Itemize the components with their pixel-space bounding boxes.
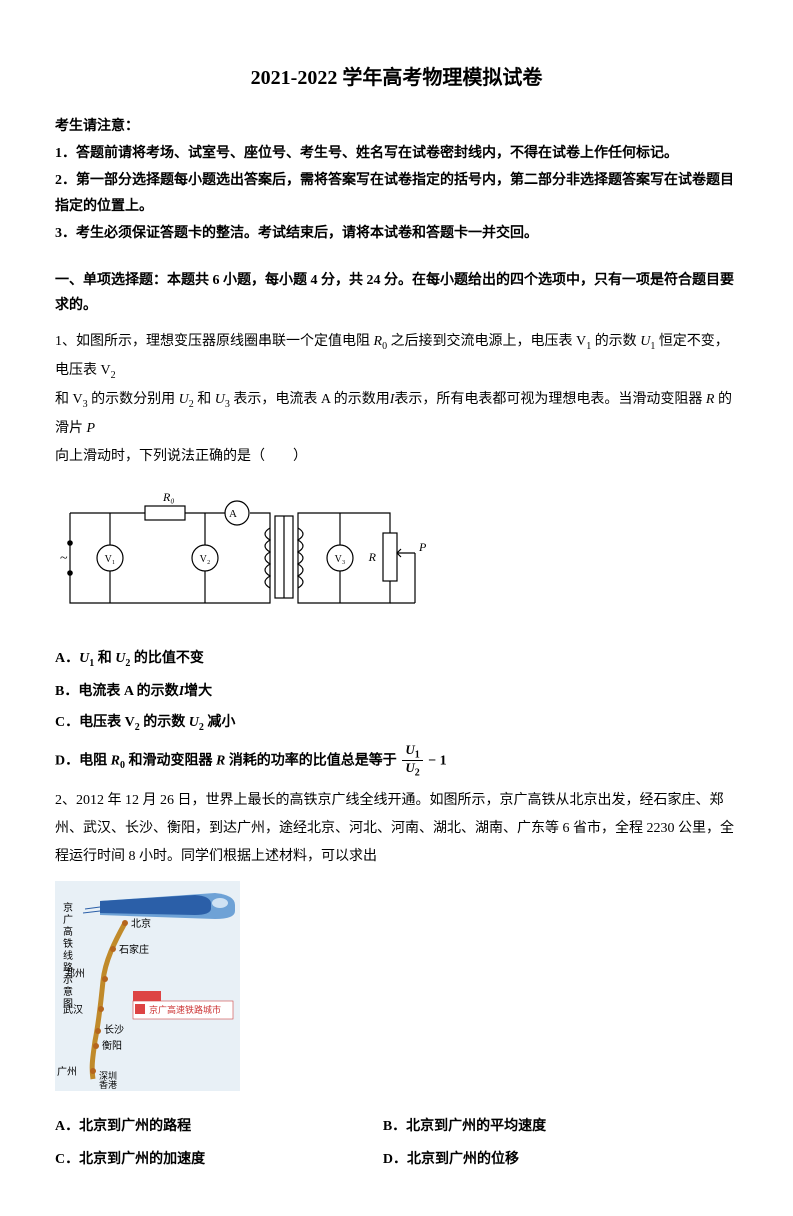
notice-item-2: 2．第一部分选择题每小题选出答案后，需将答案写在试卷指定的括号内，第二部分非选择…: [55, 168, 738, 218]
q1-U2: U: [179, 392, 189, 407]
circuit-svg: R₀ A V₁ V₂ V₃ R P ~: [55, 483, 445, 623]
q1-option-B: B．电流表 A 的示数I增大: [55, 679, 738, 704]
q1-P: P: [87, 421, 96, 436]
q1-U3: U: [215, 392, 225, 407]
circuit-label-V1: V₁: [105, 554, 116, 565]
q1D-frac-num: U1: [402, 743, 422, 762]
q1-option-C: C．电压表 V2 的示数 U2 减小: [55, 710, 738, 737]
notice-head: 考生请注意：: [55, 114, 738, 139]
q1D-frac-den: U2: [402, 761, 422, 779]
q1C-c: 减小: [204, 715, 236, 730]
notice-item-3: 3．考生必须保证答题卡的整洁。考试结束后，请将本试卷和答题卡一并交回。: [55, 221, 738, 246]
q1-text: 1、如图所示，理想变压器原线圈串联一个定值电阻: [55, 334, 374, 349]
map-side-3: 高: [63, 925, 73, 938]
question-2-stem: 2、2012 年 12 月 26 日，世界上最长的高铁京广线全线开通。如图所示，…: [55, 787, 738, 871]
q1-R0: R: [374, 334, 383, 349]
q1D-c: 消耗的功率的比值总是等于: [225, 753, 400, 768]
circuit-label-tilde: ~: [60, 551, 68, 566]
q1-U1: U: [640, 334, 650, 349]
notice-item-1: 1．答题前请将考场、试室号、座位号、考生号、姓名写在试卷密封线内，不得在试卷上作…: [55, 141, 738, 166]
q1D-a: D．电阻: [55, 753, 111, 768]
map-side-8: 意: [63, 985, 73, 998]
q2-options: A．北京到广州的路程 B．北京到广州的平均速度 C．北京到广州的加速度 D．北京…: [55, 1110, 738, 1176]
circuit-label-V3: V₃: [335, 554, 346, 565]
q1B-b: 增大: [184, 684, 212, 699]
q2-option-D: D．北京到广州的位移: [383, 1147, 711, 1172]
map-side-5: 线: [63, 949, 73, 962]
city-hengyang: 衡阳: [102, 1040, 122, 1052]
map-side-2: 广: [63, 914, 73, 926]
city-wuhan: 武汉: [63, 1003, 83, 1016]
q1D-R0: R: [111, 753, 120, 768]
city-zhengzhou: 郑州: [65, 967, 85, 980]
q1-text-e: 和 V: [55, 392, 83, 407]
q1C-b: 的示数: [140, 715, 189, 730]
circuit-label-A: A: [229, 508, 237, 520]
q1-text-c: 的示数: [591, 334, 640, 349]
q1-option-A: A．U1 和 U2 的比值不变: [55, 646, 738, 673]
q2-map-diagram: 京 广 高 铁 线 路 示 意 图 北京 石家庄 郑州 武汉 长沙 衡阳 广州 …: [55, 881, 738, 1100]
q1A-U2: U: [115, 651, 125, 666]
q1-circuit-diagram: R₀ A V₁ V₂ V₃ R P ~: [55, 483, 738, 632]
q1-text-k: 向上滑动时，下列说法正确的是（ ）: [55, 449, 307, 464]
q1-text-h: 表示，电流表 A 的示数用: [230, 392, 390, 407]
q1A-c: 的比值不变: [130, 651, 204, 666]
section1-heading: 一、单项选择题：本题共 6 小题，每小题 4 分，共 24 分。在每小题给出的四…: [55, 268, 738, 318]
q1A-b: 和: [94, 651, 115, 666]
notice-block: 考生请注意： 1．答题前请将考场、试室号、座位号、考生号、姓名写在试卷密封线内，…: [55, 114, 738, 246]
city-guangzhou: 广州: [57, 1066, 77, 1078]
q2-option-C: C．北京到广州的加速度: [55, 1147, 383, 1172]
q1-text-i: 表示，所有电表都可视为理想电表。当滑动变阻器: [394, 392, 706, 407]
q1D-d: − 1: [425, 753, 447, 768]
q1D-fraction: U1 U2: [402, 743, 422, 779]
circuit-label-R: R: [368, 550, 377, 564]
q1-v2sub: 2: [111, 370, 116, 381]
circuit-label-P: P: [418, 540, 427, 554]
map-legend: 京广高速铁路城市: [149, 1004, 221, 1015]
q2-option-A: A．北京到广州的路程: [55, 1114, 383, 1139]
map-svg: 京 广 高 铁 线 路 示 意 图 北京 石家庄 郑州 武汉 长沙 衡阳 广州 …: [55, 881, 240, 1091]
q1C-U2: U: [189, 715, 199, 730]
q1D-R: R: [216, 753, 225, 768]
city-beijing: 北京: [131, 917, 151, 930]
q1C-a: C．电压表 V: [55, 715, 135, 730]
map-side-1: 京: [63, 901, 73, 914]
q2-option-B: B．北京到广州的平均速度: [383, 1114, 711, 1139]
city-hongkong: 香港: [99, 1079, 117, 1090]
page-title: 2021-2022 学年高考物理模拟试卷: [55, 60, 738, 96]
q1-text-g: 和: [194, 392, 215, 407]
q1-text-f: 的示数分别用: [88, 392, 179, 407]
circuit-label-R0: R₀: [162, 490, 175, 504]
q1-option-D: D．电阻 R0 和滑动变阻器 R 消耗的功率的比值总是等于 U1 U2 − 1: [55, 743, 738, 779]
q1A-a: A．: [55, 651, 79, 666]
q1B-a: B．电流表 A 的示数: [55, 684, 179, 699]
q1-text-b: 之后接到交流电源上，电压表 V: [387, 334, 586, 349]
city-shijiazhuang: 石家庄: [119, 943, 149, 956]
map-side-4: 铁: [63, 937, 73, 950]
question-1-stem: 1、如图所示，理想变压器原线圈串联一个定值电阻 R0 之后接到交流电源上，电压表…: [55, 328, 738, 470]
circuit-label-V2: V₂: [200, 554, 211, 565]
q1A-U1: U: [79, 651, 89, 666]
q1D-b: 和滑动变阻器: [125, 753, 216, 768]
city-changsha: 长沙: [104, 1024, 124, 1036]
